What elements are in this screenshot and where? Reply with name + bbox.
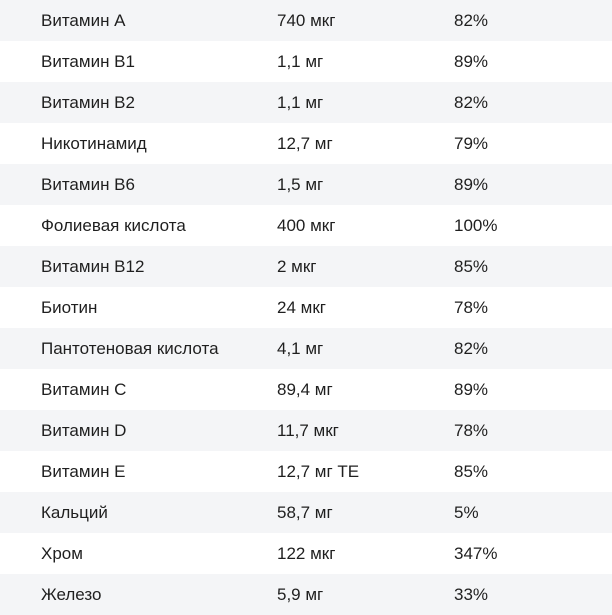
nutrient-amount: 400 мкг	[277, 216, 336, 235]
table-row: Витамин D 11,7 мкг 78%	[0, 410, 612, 451]
nutrient-amount: 1,1 мг	[277, 93, 324, 112]
nutrient-percent: 85%	[454, 462, 489, 481]
nutrient-name: Витамин В6	[41, 175, 135, 194]
table-row: Витамин В12 2 мкг 85%	[0, 246, 612, 287]
nutrient-amount: 740 мкг	[277, 11, 336, 30]
nutrient-name: Витамин D	[41, 421, 127, 440]
nutrient-amount: 89,4 мг	[277, 380, 333, 399]
table-row: Витамин В1 1,1 мг 89%	[0, 41, 612, 82]
nutrient-percent: 85%	[454, 257, 489, 276]
nutrient-percent: 78%	[454, 298, 489, 317]
nutrient-amount: 58,7 мг	[277, 503, 333, 522]
nutrient-name: Железо	[41, 585, 102, 604]
table-row: Витамин В2 1,1 мг 82%	[0, 82, 612, 123]
nutrient-percent: 347%	[454, 544, 498, 563]
nutrient-percent: 33%	[454, 585, 489, 604]
nutrient-amount: 4,1 мг	[277, 339, 324, 358]
nutrient-amount: 1,5 мг	[277, 175, 324, 194]
table-row: Никотинамид 12,7 мг 79%	[0, 123, 612, 164]
nutrient-name: Кальций	[41, 503, 108, 522]
nutrient-amount: 12,7 мг ТЕ	[277, 462, 360, 481]
nutrient-name: Витамин В12	[41, 257, 145, 276]
nutrient-percent: 82%	[454, 93, 489, 112]
nutrient-percent: 79%	[454, 134, 489, 153]
nutrient-name: Фолиевая кислота	[41, 216, 186, 235]
table-row: Витамин Е 12,7 мг ТЕ 85%	[0, 451, 612, 492]
nutrient-amount: 11,7 мкг	[277, 421, 339, 440]
nutrient-percent: 100%	[454, 216, 498, 235]
table-row: Фолиевая кислота 400 мкг 100%	[0, 205, 612, 246]
table-row: Биотин 24 мкг 78%	[0, 287, 612, 328]
table-row: Железо 5,9 мг 33%	[0, 574, 612, 615]
nutrient-percent: 82%	[454, 11, 489, 30]
table-row: Витамин В6 1,5 мг 89%	[0, 164, 612, 205]
nutrient-name: Витамин В2	[41, 93, 135, 112]
nutrient-amount: 1,1 мг	[277, 52, 324, 71]
nutrient-amount: 2 мкг	[277, 257, 317, 276]
nutrient-percent: 89%	[454, 52, 489, 71]
table-row: Витамин А 740 мкг 82%	[0, 0, 612, 41]
nutrient-percent: 89%	[454, 380, 489, 399]
nutrient-amount: 24 мкг	[277, 298, 326, 317]
nutrient-amount: 5,9 мг	[277, 585, 324, 604]
nutrient-percent: 82%	[454, 339, 489, 358]
nutrient-amount: 122 мкг	[277, 544, 336, 563]
nutrient-name: Витамин Е	[41, 462, 126, 481]
nutrient-name: Витамин А	[41, 11, 126, 30]
nutrient-percent: 5%	[454, 503, 479, 522]
table-row: Витамин С 89,4 мг 89%	[0, 369, 612, 410]
nutrient-name: Пантотеновая кислота	[41, 339, 219, 358]
table-row: Хром 122 мкг 347%	[0, 533, 612, 574]
nutrient-name: Хром	[41, 544, 83, 563]
nutrient-name: Никотинамид	[41, 134, 147, 153]
nutrient-amount: 12,7 мг	[277, 134, 333, 153]
table-row: Кальций 58,7 мг 5%	[0, 492, 612, 533]
nutrient-percent: 78%	[454, 421, 489, 440]
nutrient-name: Витамин С	[41, 380, 127, 399]
nutrient-name: Биотин	[41, 298, 98, 317]
table-row: Пантотеновая кислота 4,1 мг 82%	[0, 328, 612, 369]
nutrient-name: Витамин В1	[41, 52, 135, 71]
nutrient-percent: 89%	[454, 175, 489, 194]
